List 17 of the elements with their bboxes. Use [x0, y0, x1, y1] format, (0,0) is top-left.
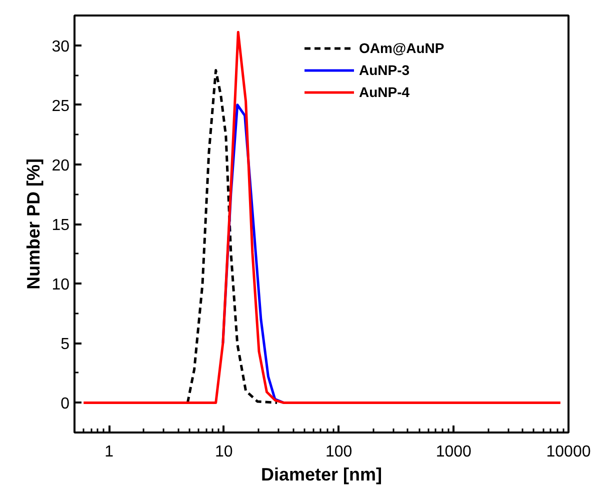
y-tick-label: 0: [60, 396, 70, 413]
legend-label: AuNP-4: [359, 84, 410, 100]
x-tick-label: 1: [104, 444, 114, 460]
x-axis-title: Diameter [nm]: [260, 464, 382, 484]
x-tick-label: 100: [325, 444, 352, 460]
y-axis-title: Number PD [%]: [24, 158, 44, 290]
y-tick-label: 5: [60, 336, 70, 354]
y-tick-label: 15: [52, 217, 70, 234]
legend-label: OAm@AuNP: [359, 40, 444, 56]
y-tick-label: 20: [52, 157, 70, 174]
y-tick-label: 30: [52, 38, 70, 56]
x-tick-label: 1000: [436, 444, 472, 460]
x-tick-label: 10: [215, 444, 233, 460]
y-tick-label: 25: [52, 98, 70, 115]
x-tick-label: 10000: [546, 444, 591, 460]
y-tick-label: 10: [52, 276, 70, 294]
legend-label: AuNP-3: [359, 62, 410, 78]
